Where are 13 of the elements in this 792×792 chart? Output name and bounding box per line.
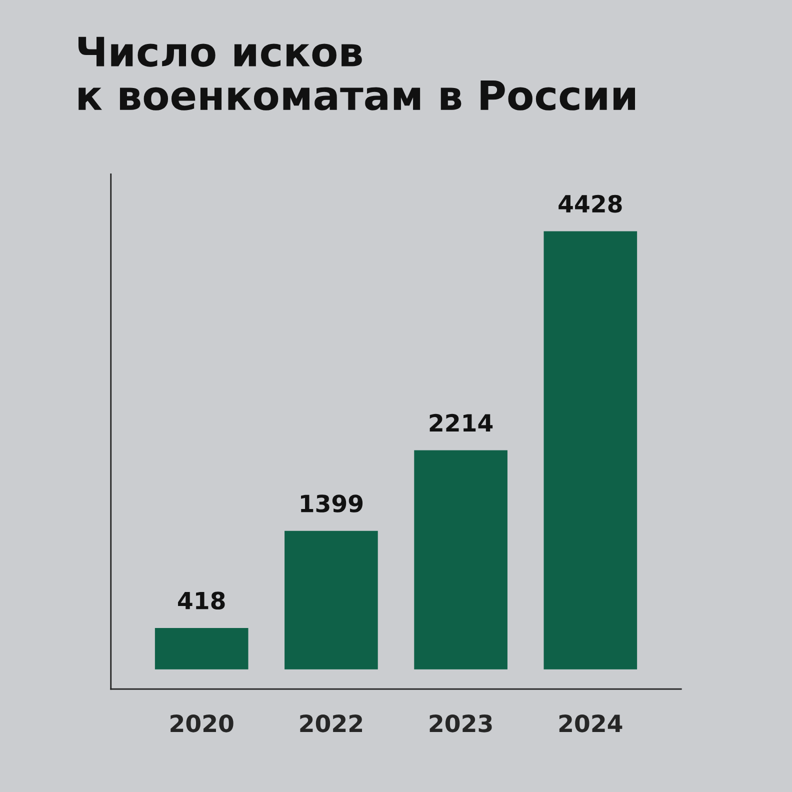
bar <box>414 450 508 670</box>
bar <box>284 530 378 670</box>
data-label: 4428 <box>558 194 622 213</box>
x-tick-label: 2022 <box>300 714 362 732</box>
bar <box>154 628 248 670</box>
x-tick-label: 2024 <box>559 714 622 732</box>
data-label: 2214 <box>430 414 493 432</box>
x-tick-label: 2020 <box>170 714 234 732</box>
x-tick-label: 2023 <box>430 714 492 732</box>
bar <box>544 231 638 670</box>
chart-title: Число исков к военкоматам в России <box>78 36 635 110</box>
data-label: 418 <box>178 592 225 610</box>
data-label: 1399 <box>301 494 363 512</box>
